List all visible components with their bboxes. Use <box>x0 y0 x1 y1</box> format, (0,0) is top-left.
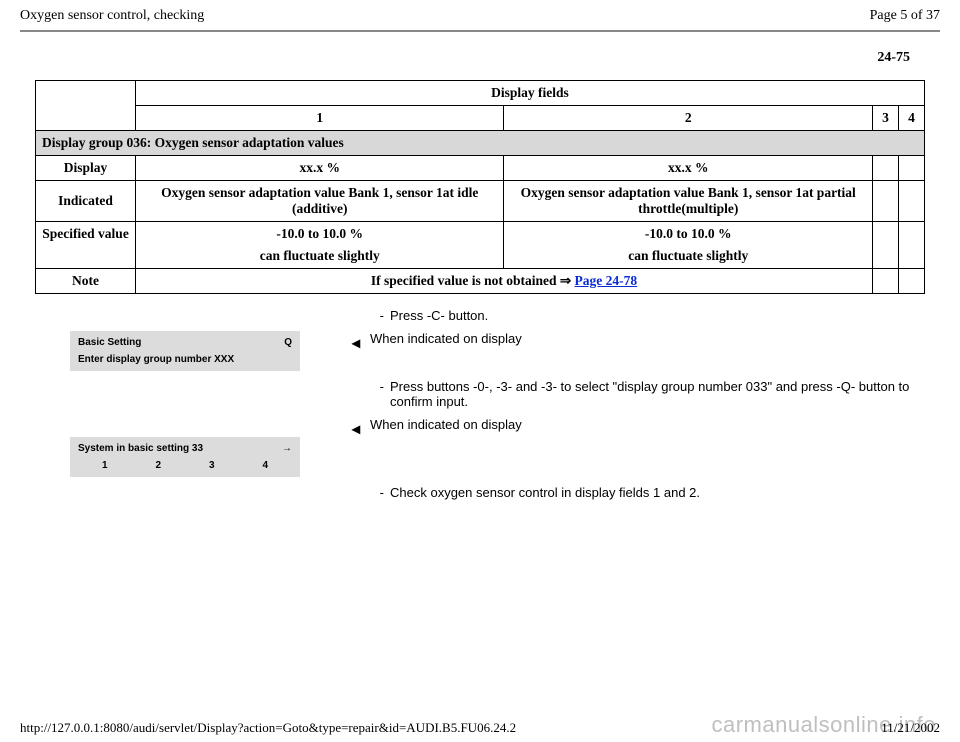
step-2: - Press buttons -0-, -3- and -3- to sele… <box>370 379 940 409</box>
footer: http://127.0.0.1:8080/audi/servlet/Displ… <box>20 720 940 736</box>
row-specified-label: Specified value <box>36 222 136 269</box>
row-display-c3 <box>872 156 898 181</box>
vag2-col-4: 4 <box>262 460 268 471</box>
row-note-text: If specified value is not obtained ⇒ Pag… <box>136 269 873 294</box>
left-triangle-icon: ◂ <box>352 421 360 438</box>
section-number: 24-75 <box>20 50 910 66</box>
dash-icon: - <box>370 308 390 323</box>
dash-icon: - <box>370 485 390 500</box>
row-indicated-c3 <box>872 181 898 222</box>
header-rule <box>20 30 940 32</box>
display-fields-table: Display fields 1 2 3 4 Display group 036… <box>35 80 925 294</box>
field-col-1: 1 <box>136 106 504 131</box>
vag1-line1-right: Q <box>284 337 292 348</box>
instruction-block: - Press -C- button. Basic Setting Q Ente… <box>20 308 940 500</box>
dash-icon: - <box>370 379 390 409</box>
row-specified-c1: -10.0 to 10.0 % can fluctuate slightly <box>136 222 504 269</box>
blank-head-cell <box>36 81 136 131</box>
row-specified-c2: -10.0 to 10.0 % can fluctuate slightly <box>504 222 873 269</box>
footer-date: 11/21/2002 <box>881 720 940 736</box>
step-3: - Check oxygen sensor control in display… <box>370 485 940 500</box>
row-note-c3 <box>872 269 898 294</box>
step-1: - Press -C- button. <box>370 308 940 323</box>
row-specified-c3 <box>872 222 898 269</box>
step-2-text: Press buttons -0-, -3- and -3- to select… <box>390 379 940 409</box>
step-3-text: Check oxygen sensor control in display f… <box>390 485 940 500</box>
row-display-c2: xx.x % <box>504 156 873 181</box>
vag2-line1-left: System in basic setting 33 <box>78 443 203 454</box>
group-heading: Display group 036: Oxygen sensor adaptat… <box>36 131 925 156</box>
row-note-label: Note <box>36 269 136 294</box>
page-link-24-78[interactable]: Page 24-78 <box>575 273 638 288</box>
vag2-arrow-icon: → <box>282 443 292 454</box>
vag-display-2: System in basic setting 33 → 1 2 3 4 <box>70 437 300 477</box>
vag1-line2: Enter display group number XXX <box>78 354 292 365</box>
row-specified-c4 <box>898 222 924 269</box>
spec-c1-line1: -10.0 to 10.0 % <box>142 226 497 242</box>
vag2-col-1: 1 <box>102 460 108 471</box>
left-triangle-icon: ◂ <box>352 335 360 352</box>
row-display-c1: xx.x % <box>136 156 504 181</box>
note-prefix: If specified value is not obtained <box>371 273 560 288</box>
row-indicated-c2: Oxygen sensor adaptation value Bank 1, s… <box>504 181 873 222</box>
page-indicator: Page 5 of 37 <box>870 8 940 24</box>
row-indicated-c4 <box>898 181 924 222</box>
vag1-line1-left: Basic Setting <box>78 337 141 348</box>
field-col-4: 4 <box>898 106 924 131</box>
vag2-col-2: 2 <box>155 460 161 471</box>
row-display-label: Display <box>36 156 136 181</box>
right-arrow-icon: ⇒ <box>560 273 571 288</box>
vag-display-1: Basic Setting Q Enter display group numb… <box>70 331 300 371</box>
display-fields-heading: Display fields <box>136 81 925 106</box>
footer-url: http://127.0.0.1:8080/audi/servlet/Displ… <box>20 720 516 736</box>
field-col-2: 2 <box>504 106 873 131</box>
row-indicated-c1: Oxygen sensor adaptation value Bank 1, s… <box>136 181 504 222</box>
doc-title: Oxygen sensor control, checking <box>20 8 204 24</box>
step-1-text: Press -C- button. <box>390 308 940 323</box>
spec-c2-line1: -10.0 to 10.0 % <box>510 226 866 242</box>
field-col-3: 3 <box>872 106 898 131</box>
spec-c1-line2: can fluctuate slightly <box>142 248 497 264</box>
vag2-col-3: 3 <box>209 460 215 471</box>
heading-3: When indicated on display <box>370 417 940 477</box>
page-container: Oxygen sensor control, checking Page 5 o… <box>0 0 960 742</box>
header-row: Oxygen sensor control, checking Page 5 o… <box>20 8 940 24</box>
spec-c2-line2: can fluctuate slightly <box>510 248 866 264</box>
row-indicated-label: Indicated <box>36 181 136 222</box>
row-display-c4 <box>898 156 924 181</box>
row-note-c4 <box>898 269 924 294</box>
heading-2: When indicated on display <box>370 331 940 371</box>
